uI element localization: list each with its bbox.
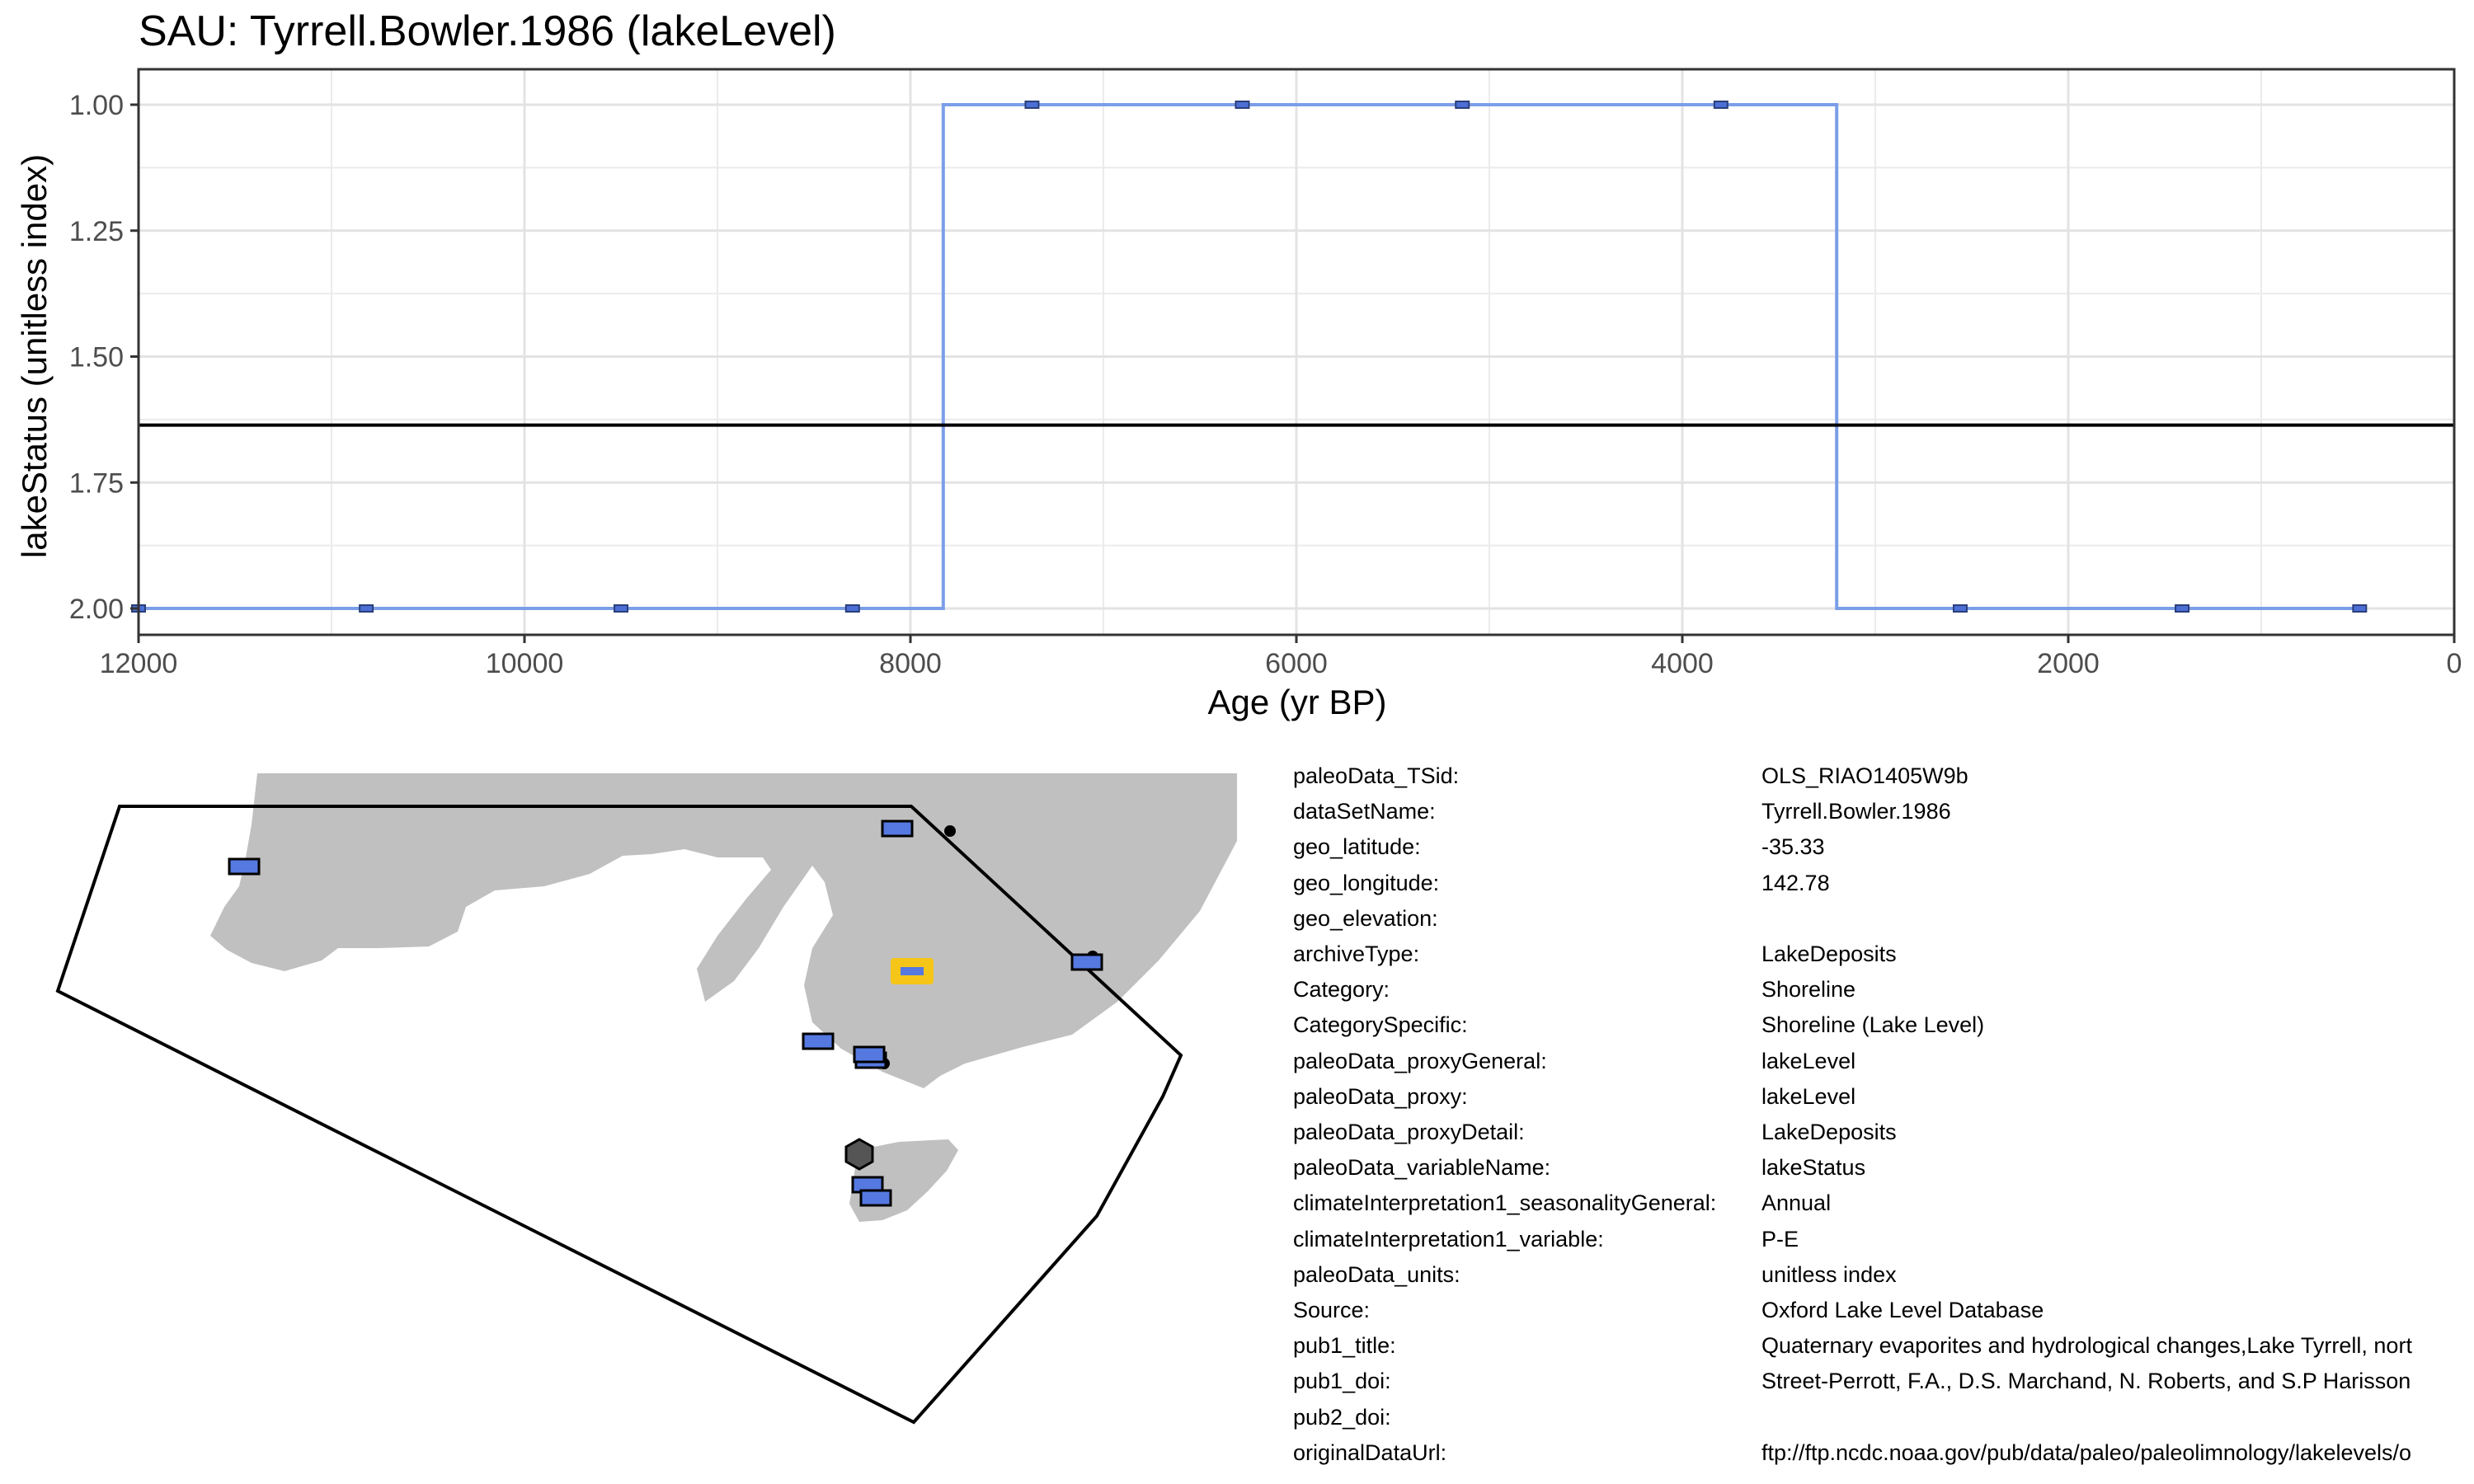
- metadata-key: pub1_title:: [1293, 1333, 1396, 1359]
- x-tick-label: 12000: [100, 648, 178, 679]
- metadata-key: pub1_doi:: [1293, 1369, 1391, 1394]
- current-site-marker: [901, 967, 924, 975]
- x-tick-label: 8000: [879, 648, 942, 679]
- data-point: [1713, 101, 1729, 109]
- data-point: [1235, 101, 1250, 109]
- x-tick-label: 6000: [1265, 648, 1328, 679]
- metadata-key: geo_elevation:: [1293, 905, 1438, 931]
- y-tick-label: 1.00: [69, 90, 124, 121]
- site-dot: [944, 825, 956, 837]
- x-tick-label: 10000: [486, 648, 564, 679]
- metadata-key: archiveType:: [1293, 942, 1420, 966]
- data-point: [1952, 604, 1968, 613]
- plot-axes: 12000 10000 8000 6000 4000 2000 0 1.00 1.25 1.50 1…: [69, 68, 2462, 679]
- site-marker: [853, 1045, 886, 1064]
- y-tick-label: 1.75: [69, 467, 124, 499]
- metadata-key: paleoData_units:: [1293, 1261, 1460, 1287]
- metadata-value: Shoreline (Lake Level): [1761, 1012, 1985, 1038]
- metadata-value: LakeDeposits: [1761, 1120, 1897, 1144]
- y-tick-label: 2.00: [69, 594, 124, 625]
- data-point: [2352, 604, 2368, 613]
- data-point: [1024, 101, 1040, 109]
- metadata-key: climateInterpretation1_seasonalityGenera…: [1293, 1190, 1717, 1216]
- metadata-key: paleoData_proxyGeneral:: [1293, 1048, 1547, 1073]
- data-point: [2175, 604, 2190, 613]
- metadata-key: originalDataUrl:: [1293, 1439, 1447, 1465]
- metadata-key: paleoData_proxy:: [1293, 1083, 1468, 1109]
- metadata-value: Quaternary evaporites and hydrological c…: [1761, 1333, 2412, 1359]
- series-step-line: [139, 103, 2358, 610]
- metadata-value: lakeStatus: [1761, 1155, 1866, 1181]
- site-marker: [881, 819, 914, 838]
- metadata-value: Street-Perrott, F.A., D.S. Marchand, N. …: [1761, 1369, 2411, 1394]
- metadata-key: Category:: [1293, 977, 1390, 1003]
- metadata-value: Annual: [1761, 1190, 1832, 1216]
- metadata-value: 142.78: [1761, 870, 1830, 895]
- site-marker: [802, 1032, 835, 1050]
- x-tick-label: 4000: [1651, 648, 1714, 679]
- y-tick-label: 1.25: [69, 216, 124, 247]
- metadata-value: Oxford Lake Level Database: [1761, 1298, 2044, 1322]
- x-tick-label: 2000: [2037, 648, 2100, 679]
- metadata-key: paleoData_TSid:: [1293, 763, 1460, 788]
- metadata-key: CategorySpecific:: [1293, 1012, 1468, 1038]
- metadata-value: lakeLevel: [1761, 1048, 1856, 1073]
- metadata-value: unitless index: [1761, 1261, 1897, 1287]
- data-point: [844, 604, 860, 613]
- metadata-value: OLS_RIAO1405W9b: [1761, 763, 1968, 788]
- chart-title: SAU: Tyrrell.Bowler.1986 (lakeLevel): [139, 7, 836, 55]
- site-map: [55, 773, 1237, 1425]
- metadata-value: lakeLevel: [1761, 1083, 1856, 1109]
- metadata-value: -35.33: [1761, 834, 1825, 860]
- metadata-key: pub2_doi:: [1293, 1404, 1391, 1430]
- metadata-value: Shoreline: [1761, 977, 1856, 1003]
- data-point: [359, 604, 374, 613]
- y-axis-label: lakeStatus (unitless index): [15, 154, 54, 558]
- site-hexagon-marker: [844, 1138, 874, 1171]
- metadata-value: P-E: [1761, 1226, 1799, 1252]
- site-marker: [228, 857, 261, 876]
- metadata-value: LakeDeposits: [1761, 942, 1897, 966]
- y-tick-label: 1.50: [69, 342, 124, 373]
- metadata-value: Tyrrell.Bowler.1986: [1761, 799, 1951, 824]
- x-tick-label: 0: [2447, 648, 2462, 679]
- metadata-key: Source:: [1293, 1298, 1371, 1322]
- time-series-plot: 12000 10000 8000 6000 4000 2000 0 1.00 1.25 1.50 1…: [15, 68, 2462, 721]
- metadata-key: climateInterpretation1_variable:: [1293, 1226, 1604, 1252]
- metadata-key: paleoData_proxyDetail:: [1293, 1120, 1525, 1144]
- metadata-key: geo_longitude:: [1293, 870, 1440, 895]
- x-axis-label: Age (yr BP): [1207, 683, 1386, 721]
- metadata-key: dataSetName:: [1293, 799, 1436, 824]
- metadata-key: geo_latitude:: [1293, 834, 1421, 860]
- metadata-value: ftp://ftp.ncdc.noaa.gov/pub/data/paleo/p…: [1761, 1439, 2412, 1465]
- metadata-key: paleoData_variableName:: [1293, 1155, 1551, 1181]
- map-land-mainland: [210, 773, 1237, 1088]
- region-outline: [55, 805, 1183, 1425]
- data-point: [614, 604, 628, 613]
- site-marker: [859, 1189, 892, 1207]
- data-point: [1455, 101, 1470, 109]
- site-marker: [1070, 953, 1103, 971]
